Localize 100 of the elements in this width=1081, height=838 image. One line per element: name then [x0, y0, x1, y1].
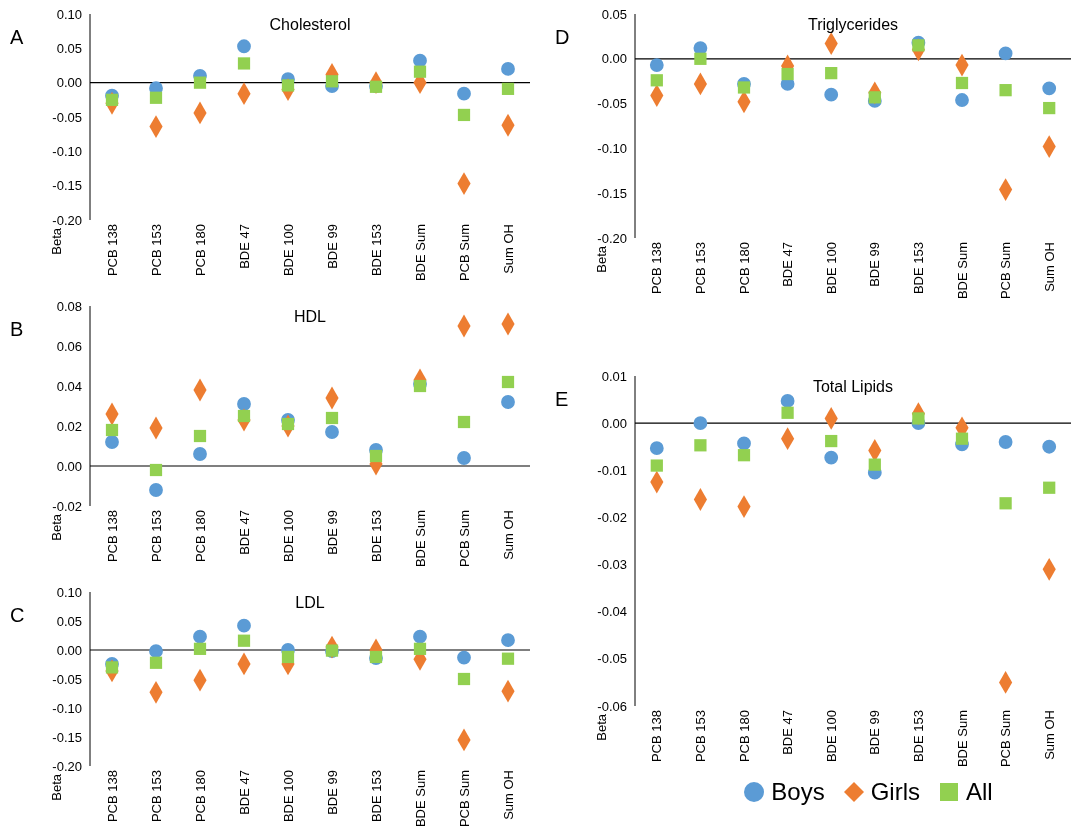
x-tick-label: BDE 47	[236, 224, 252, 269]
point	[501, 652, 515, 665]
x-tick-label: BDE 100	[823, 242, 839, 295]
point	[325, 425, 339, 439]
point	[193, 642, 207, 655]
x-tick-label: Sum OH	[1041, 242, 1057, 292]
point	[825, 434, 838, 448]
x-tick-label: PCB Sum	[998, 710, 1014, 768]
point	[237, 39, 251, 54]
point	[501, 633, 515, 648]
y-tick-label: 0.00	[601, 51, 627, 67]
y-axis-title: Beta	[593, 245, 609, 273]
point	[281, 417, 295, 431]
point	[1042, 439, 1057, 454]
point	[998, 435, 1013, 449]
x-tick-label: BDE Sum	[412, 770, 428, 828]
point	[650, 74, 663, 87]
point	[781, 406, 794, 419]
point	[501, 82, 515, 95]
y-tick-label: -0.01	[597, 462, 627, 478]
x-tick-label: PCB Sum	[998, 242, 1014, 300]
point	[650, 459, 663, 472]
y-tick-label: -0.20	[52, 758, 82, 774]
point	[281, 650, 295, 664]
x-tick-label: BDE 153	[910, 710, 926, 763]
y-tick-label: -0.20	[597, 230, 627, 246]
x-tick-label: PCB 180	[736, 242, 752, 295]
x-tick-label: PCB 153	[148, 224, 164, 277]
chart-title: LDL	[294, 594, 326, 612]
point	[1042, 81, 1057, 96]
point	[237, 409, 251, 423]
point	[693, 416, 708, 431]
text: B	[10, 318, 24, 341]
point	[1043, 101, 1056, 115]
x-tick-label: PCB Sum	[456, 770, 472, 828]
point	[825, 67, 838, 80]
point	[737, 81, 751, 94]
point	[999, 497, 1012, 510]
x-tick-label: Sum OH	[1041, 710, 1057, 760]
chart-title: Triglycerides	[806, 16, 900, 34]
point	[999, 84, 1012, 97]
x-tick-label: PCB 180	[192, 224, 208, 277]
x-tick-label: BDE 47	[780, 242, 796, 287]
x-tick-label: BDE 153	[368, 770, 384, 823]
x-tick-label: PCB 153	[148, 510, 164, 563]
point	[457, 108, 471, 122]
point	[149, 656, 163, 669]
point	[325, 75, 339, 88]
point	[955, 76, 969, 90]
point	[237, 634, 251, 647]
point	[694, 52, 707, 65]
point	[824, 450, 839, 465]
point	[193, 76, 207, 89]
x-tick-label: PCB 180	[736, 710, 752, 763]
y-tick-label: -0.05	[597, 651, 627, 667]
y-tick-label: -0.10	[52, 700, 82, 716]
point	[998, 46, 1013, 61]
x-tick-label: PCB 153	[692, 242, 708, 295]
x-tick-label: PCB 153	[148, 770, 164, 823]
text: E	[555, 388, 569, 411]
chart-title: Cholesterol	[268, 16, 352, 34]
point	[105, 661, 119, 674]
point	[149, 483, 163, 497]
point	[237, 397, 251, 411]
point	[105, 423, 119, 437]
point	[737, 436, 751, 451]
y-tick-label: 0.08	[56, 298, 82, 314]
y-tick-label: 0.10	[56, 6, 82, 22]
point	[780, 394, 795, 408]
point	[955, 93, 969, 107]
x-tick-label: Sum OH	[500, 770, 516, 820]
y-axis-title: Beta	[48, 773, 64, 801]
point	[105, 435, 119, 449]
x-tick-label: PCB Sum	[456, 510, 472, 568]
y-tick-label: -0.05	[52, 671, 82, 687]
point	[649, 441, 664, 456]
point	[457, 415, 471, 429]
x-tick-label: PCB 138	[104, 510, 120, 563]
y-tick-label: -0.15	[52, 729, 82, 745]
point	[413, 65, 427, 78]
x-tick-label: BDE 100	[280, 224, 296, 277]
point	[457, 650, 471, 665]
x-tick-label: BDE 99	[867, 710, 883, 755]
point	[413, 53, 427, 68]
point	[868, 458, 881, 471]
x-tick-label: BDE 99	[867, 242, 883, 287]
point	[325, 411, 339, 425]
point	[193, 429, 207, 443]
x-tick-label: PCB 138	[104, 224, 120, 277]
x-tick-label: BDE 47	[236, 510, 252, 555]
point	[501, 375, 515, 389]
y-tick-label: -0.02	[52, 498, 82, 514]
x-tick-label: BDE 100	[280, 770, 296, 823]
x-tick-label: BDE Sum	[954, 710, 970, 768]
text: C	[10, 604, 25, 627]
point	[105, 93, 119, 106]
point	[457, 451, 471, 465]
y-tick-label: 0.00	[56, 642, 82, 658]
y-tick-label: -0.15	[597, 185, 627, 201]
y-tick-label: 0.00	[56, 75, 82, 91]
